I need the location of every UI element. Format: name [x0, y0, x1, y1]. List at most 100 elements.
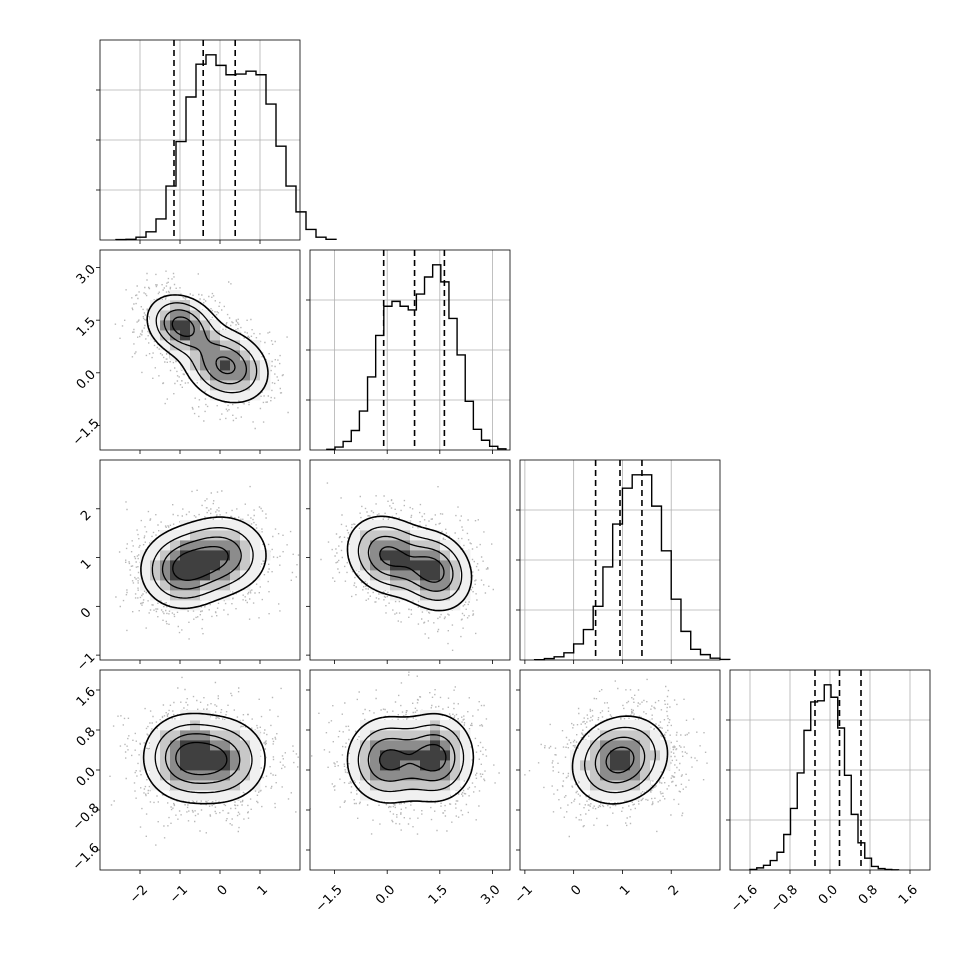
density-cell: [460, 580, 471, 591]
density-cell: [190, 780, 201, 791]
density-cell: [620, 730, 631, 741]
histogram-panel-2: [516, 459, 731, 664]
density-cell: [430, 530, 441, 541]
density-cell: [620, 780, 631, 791]
density-cell: [220, 540, 231, 551]
density-cell: [410, 580, 421, 591]
density-cell: [210, 520, 221, 531]
density-cell: [350, 770, 361, 781]
density-cell: [230, 330, 241, 341]
density-cell: [160, 550, 171, 561]
density-cell: [170, 340, 181, 351]
density-cell: [200, 750, 211, 761]
x-tick-label: 0: [215, 882, 231, 898]
density-cell: [420, 760, 431, 771]
density-cell: [170, 740, 181, 751]
density-cell: [220, 330, 231, 341]
density-cell: [370, 560, 381, 571]
density-cell: [180, 760, 191, 771]
density-cell: [210, 340, 221, 351]
density-cell: [220, 740, 231, 751]
density-cell: [650, 730, 661, 741]
density-cell: [390, 770, 401, 781]
density-cell: [610, 780, 621, 791]
density-cell: [150, 590, 161, 601]
y-tick-label: −1.5: [70, 416, 103, 449]
density-cell: [140, 570, 151, 581]
density-cell: [160, 560, 171, 571]
density-cell: [460, 730, 471, 741]
density-cell: [230, 790, 241, 801]
density-cell: [380, 570, 391, 581]
density-cell: [420, 740, 431, 751]
scatter-points: [115, 485, 300, 640]
density-cell: [380, 560, 391, 571]
density-cell: [190, 790, 201, 801]
density-cell: [200, 780, 211, 791]
density-cell: [400, 550, 411, 561]
density-cell: [630, 750, 641, 761]
density-cell: [150, 570, 161, 581]
density-cell: [160, 320, 171, 331]
density-cell: [620, 750, 631, 761]
density-cell: [630, 780, 641, 791]
density-cell: [420, 790, 431, 801]
y-tick-label: 0: [78, 605, 94, 621]
density-cell: [440, 780, 451, 791]
density-cell: [460, 760, 471, 771]
density-cell: [190, 350, 201, 361]
density-cell: [370, 730, 381, 741]
density-cell: [430, 590, 441, 601]
density-cell: [220, 590, 231, 601]
density-cell: [590, 780, 601, 791]
density-cell: [200, 380, 211, 391]
density-cell: [240, 340, 251, 351]
density-cell: [410, 560, 421, 571]
density-cell: [220, 340, 231, 351]
density-cell: [420, 540, 431, 551]
density-cell: [220, 530, 231, 541]
density-cell: [440, 740, 451, 751]
x-tick-label: −0.8: [768, 882, 801, 915]
density-cell: [200, 760, 211, 771]
density-cell: [220, 370, 231, 381]
density-cell: [370, 580, 381, 591]
density-cell: [390, 790, 401, 801]
density-cell: [250, 750, 261, 761]
density-cell: [210, 550, 221, 561]
density-cell: [240, 560, 251, 571]
x-tick-label: 1: [617, 882, 633, 898]
density-cell: [210, 390, 221, 401]
contour-line: [357, 526, 463, 601]
density-cell: [440, 590, 451, 601]
density-cell: [590, 740, 601, 751]
density-cell: [180, 590, 191, 601]
density-cell: [350, 540, 361, 551]
density-cell: [370, 780, 381, 791]
density-cell: [400, 590, 411, 601]
density-cell: [190, 340, 201, 351]
density-cell: [200, 730, 211, 741]
panel-content: [524, 678, 708, 838]
density-cell: [200, 540, 211, 551]
density-cell: [240, 580, 251, 591]
density-cell: [600, 730, 611, 741]
density-cell: [210, 320, 221, 331]
density-cell: [610, 740, 621, 751]
density-cell: [390, 760, 401, 771]
density-cell: [160, 760, 171, 771]
y-tick-label: 0.8: [74, 725, 99, 750]
x-tick-label: −1: [167, 882, 191, 906]
density-cell: [230, 780, 241, 791]
density-cell: [460, 770, 471, 781]
density-cell: [240, 520, 251, 531]
density-cell: [250, 360, 261, 371]
contour-line: [367, 535, 454, 592]
density-cell: [410, 740, 421, 751]
density-cell: [650, 770, 661, 781]
y-tick-label: 1.5: [74, 315, 99, 340]
density-cell: [240, 550, 251, 561]
density-cell: [190, 550, 201, 561]
density-cell: [170, 310, 181, 321]
density-cell: [360, 740, 371, 751]
